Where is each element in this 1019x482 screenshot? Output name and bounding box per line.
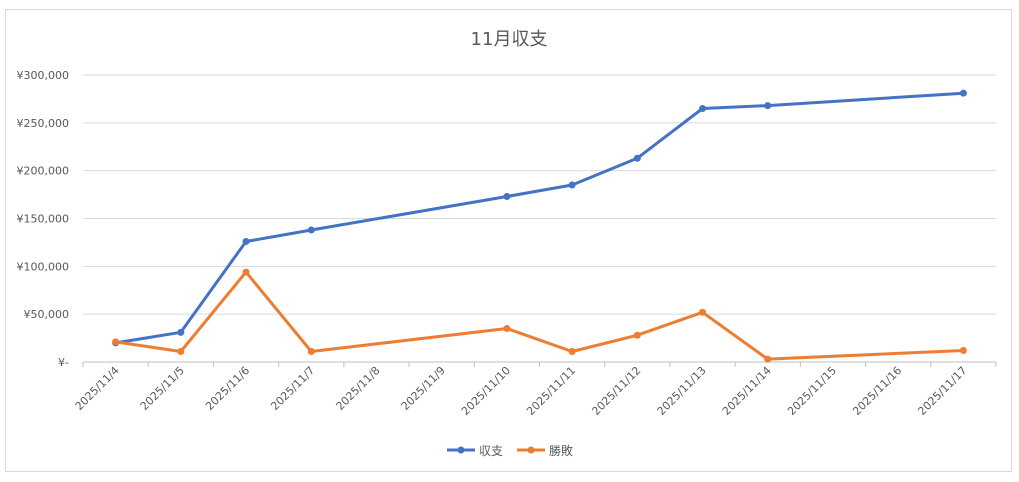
x-axis: 2025/11/4 2025/11/5 2025/11/6 2025/11/7 2025… xyxy=(73,361,997,418)
data-point xyxy=(633,331,641,339)
data-point xyxy=(242,237,250,245)
gridlines xyxy=(83,74,996,315)
data-point xyxy=(764,355,772,363)
x-tick-label: 2025/11/4 xyxy=(73,364,122,413)
data-point xyxy=(699,308,707,316)
y-axis-labels: ¥- ¥50,000 ¥100,000 ¥150,000 ¥200,000 ¥250,00… xyxy=(17,69,70,369)
series-lines xyxy=(112,89,967,363)
data-point xyxy=(699,104,707,112)
x-tick-label: 2025/11/13 xyxy=(655,364,709,418)
y-tick-label: ¥300,000 xyxy=(17,69,70,82)
y-tick-label: ¥100,000 xyxy=(17,260,70,273)
legend-label-2: 勝敗 xyxy=(549,443,573,458)
legend-label-1: 収支 xyxy=(479,444,503,458)
data-point xyxy=(307,226,315,234)
series-line-1 xyxy=(114,91,965,345)
legend-marker-1 xyxy=(457,446,465,454)
data-point xyxy=(959,347,967,355)
data-point xyxy=(112,338,120,346)
data-point xyxy=(177,328,185,336)
y-tick-label: ¥200,000 xyxy=(17,165,70,178)
y-tick-label: ¥50,000 xyxy=(24,308,70,321)
y-tick-label: ¥150,000 xyxy=(17,213,70,226)
data-point xyxy=(568,347,576,355)
x-tick-label: 2025/11/11 xyxy=(524,364,578,418)
data-point xyxy=(503,192,511,200)
data-point xyxy=(633,154,641,162)
x-tick-label: 2025/11/14 xyxy=(720,364,774,418)
x-tick-label: 2025/11/12 xyxy=(589,364,643,418)
x-tick-label: 2025/11/9 xyxy=(399,364,448,413)
x-tick-label: 2025/11/6 xyxy=(203,364,252,413)
data-point xyxy=(568,181,576,189)
x-tick-label: 2025/11/15 xyxy=(785,364,839,418)
data-point xyxy=(764,102,772,110)
x-tick-label: 2025/11/10 xyxy=(459,364,513,418)
chart-frame xyxy=(5,9,1012,472)
data-point xyxy=(242,268,250,276)
data-point xyxy=(503,325,511,333)
chart-title: 11月収支 xyxy=(471,29,548,50)
x-tick-label: 2025/11/7 xyxy=(268,364,317,413)
x-tick-label: 2025/11/16 xyxy=(850,364,904,418)
legend-marker-2 xyxy=(527,446,535,454)
data-point xyxy=(307,347,315,355)
x-tick-label: 2025/11/8 xyxy=(334,364,383,413)
x-tick-label: 2025/11/5 xyxy=(138,364,187,413)
series-line-2 xyxy=(114,270,965,361)
y-tick-label: ¥250,000 xyxy=(17,117,70,130)
x-tick-label: 2025/11/17 xyxy=(915,364,969,418)
data-point xyxy=(959,89,967,97)
y-tick-label: ¥- xyxy=(58,356,69,369)
legend: 収支 勝敗 xyxy=(447,443,573,458)
data-point xyxy=(177,347,185,355)
